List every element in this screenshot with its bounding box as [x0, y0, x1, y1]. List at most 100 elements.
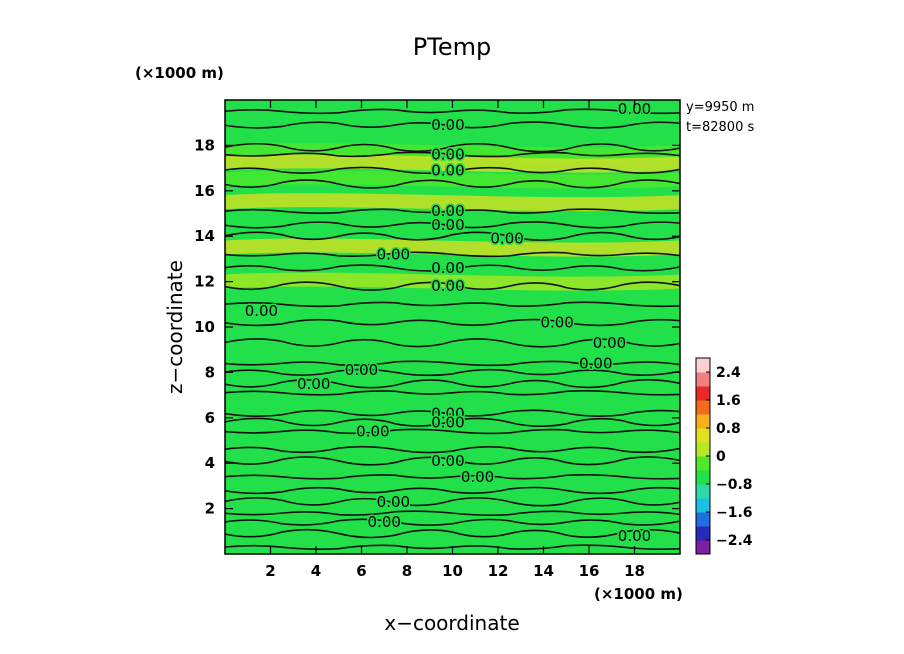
x-tick-label: 14	[533, 562, 554, 580]
y-tick-label: 8	[205, 363, 215, 381]
x-tick-label: 4	[311, 562, 321, 580]
x-tick-label: 6	[356, 562, 366, 580]
contour-line	[225, 338, 680, 348]
contour-line	[225, 456, 680, 466]
contour-line	[225, 428, 680, 435]
colorbar: 2.4 1.6 0.8 0 −0.8 −1.6 −2.4	[695, 357, 753, 555]
info-y-position: y=9950 m	[686, 100, 754, 115]
y-tick-label: 12	[194, 273, 215, 291]
contour-labels: 0.000.000.000.000.000.000.000.000.000.00…	[243, 99, 653, 547]
contour-label: 0.00	[431, 404, 464, 422]
contour-label: 0.00	[356, 422, 389, 440]
contour-line	[225, 142, 680, 153]
contour-line	[225, 301, 680, 308]
colorbar-segment	[696, 372, 710, 387]
y-tick-label: 10	[194, 318, 215, 336]
colorbar-tick-label: 0.8	[716, 421, 741, 437]
contour-label: 0.00	[579, 354, 612, 372]
contour-line	[225, 179, 680, 189]
colorbar-segment	[696, 386, 710, 401]
contour-line	[225, 231, 680, 241]
contour-line	[225, 360, 680, 367]
x-tick-label: 18	[624, 562, 645, 580]
colorbar-tick-label: −1.6	[716, 505, 753, 521]
x-axis: 2 4 6 8 10 12 14 16 18	[265, 100, 645, 580]
y-tick-label: 16	[194, 182, 215, 200]
y-tick-label: 18	[194, 136, 215, 154]
contour-line	[225, 121, 680, 129]
contour-label: 0.00	[431, 202, 464, 220]
contour-line	[225, 486, 680, 495]
colorbar-segment	[696, 512, 710, 527]
contour-line	[225, 379, 680, 389]
contour-label: 0.00	[431, 216, 464, 234]
y-tick-label: 14	[194, 227, 215, 245]
contour-label: 0.00	[431, 452, 464, 470]
contour-label: 0.00	[377, 493, 410, 511]
colorbar-segment	[696, 428, 710, 443]
contour-label: 0.00	[540, 313, 573, 331]
colorbar-segment	[696, 498, 710, 513]
y-axis: 2 4 6 8 10 12 14 16 18	[194, 136, 680, 518]
contour-line	[225, 518, 680, 526]
y-tick-label: 6	[205, 409, 215, 427]
x-tick-label: 16	[579, 562, 600, 580]
contour-label: 0.00	[377, 245, 410, 263]
contour-label: 0.00	[345, 361, 378, 379]
contour-label: 0.00	[431, 277, 464, 295]
contour-line	[225, 221, 680, 229]
colorbar-tick-label: 0	[716, 449, 726, 465]
contour-line	[225, 497, 680, 507]
colorbar-segment	[696, 526, 710, 541]
contour-label: 0.00	[461, 468, 494, 486]
colorbar-segment	[696, 358, 710, 373]
contour-label: 0.00	[618, 527, 651, 545]
contour-label: 0.00	[490, 229, 523, 247]
contour-line	[225, 208, 680, 215]
contour-line	[225, 166, 680, 175]
contour-line	[225, 368, 680, 377]
contour-label: 0.00	[431, 145, 464, 163]
contour-line	[225, 318, 680, 327]
y-tick-label: 2	[205, 500, 215, 518]
contour-line	[225, 151, 680, 158]
colorbar-tick-label: 2.4	[716, 365, 741, 381]
colorbar-segment	[696, 442, 710, 457]
contour-label: 0.00	[431, 259, 464, 277]
chart-title: PTemp	[413, 33, 491, 61]
contour-lines	[225, 108, 680, 550]
contour-label: 0.00	[297, 375, 330, 393]
colorbar-segment	[696, 400, 710, 415]
y-axis-label: z−coordinate	[163, 260, 187, 394]
colorbar-segment	[696, 540, 710, 555]
contour-line	[225, 251, 680, 258]
contour-line	[225, 474, 680, 480]
contour-line	[225, 264, 680, 272]
contour-label: 0.00	[431, 116, 464, 134]
colorbar-segment	[696, 470, 710, 485]
y-tick-label: 4	[205, 454, 215, 472]
x-tick-label: 8	[402, 562, 412, 580]
contour-label: 0.00	[368, 513, 401, 531]
colorbar-tick-label: −2.4	[716, 533, 753, 549]
contour-line	[225, 409, 680, 417]
contour-line	[225, 281, 680, 291]
contour-line	[225, 510, 680, 516]
colorbar-segment	[696, 456, 710, 471]
x-tick-label: 12	[488, 562, 509, 580]
x-tick-label: 10	[442, 562, 463, 580]
contour-line	[225, 390, 680, 396]
y-unit-label: (×1000 m)	[135, 64, 224, 82]
contour-line	[225, 417, 680, 428]
colorbar-tick-label: 1.6	[716, 393, 741, 409]
contour-line	[225, 528, 680, 539]
colorbar-segment	[696, 414, 710, 429]
contour-label: 0.00	[431, 413, 464, 431]
contour-label: 0.00	[593, 334, 626, 352]
contour-line	[225, 108, 680, 115]
field-band	[225, 193, 680, 212]
plot-area: 0.000.000.000.000.000.000.000.000.000.00…	[224, 99, 681, 555]
x-tick-label: 2	[265, 562, 275, 580]
info-time: t=82800 s	[686, 120, 754, 135]
